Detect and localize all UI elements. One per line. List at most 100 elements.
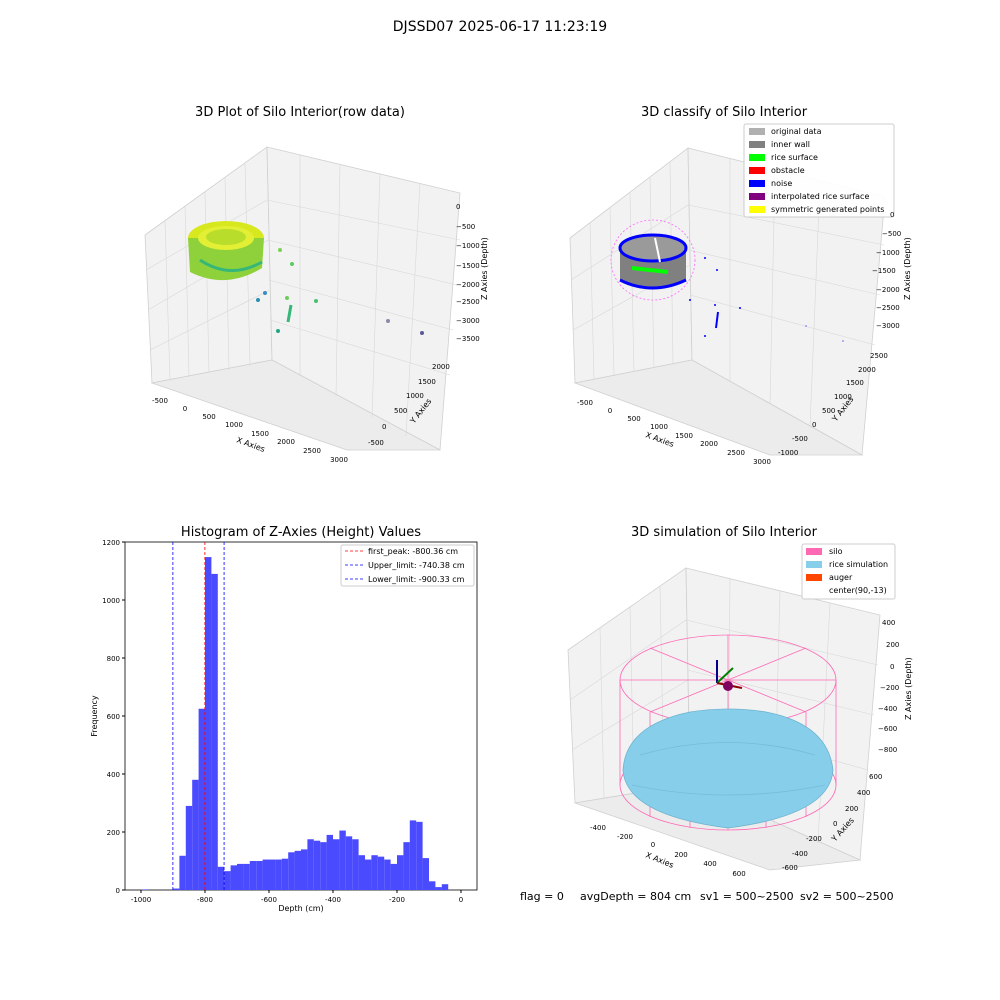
panel-simulation-ztick: −600: [878, 725, 897, 733]
panel-raw-ztick: −3500: [456, 335, 480, 343]
histogram-bars: [141, 557, 449, 890]
panel-raw-xtick: 1500: [251, 430, 269, 438]
histogram-bar: [365, 859, 372, 890]
panel-classify-xtick: 1500: [675, 432, 693, 440]
histogram-ytick-label: 400: [107, 771, 120, 779]
panel-raw-ztick: 0: [456, 203, 460, 211]
histogram-bar: [179, 855, 186, 890]
histogram-bar: [333, 839, 340, 890]
panel-raw-ytick: 500: [394, 407, 407, 415]
panel-simulation-ytick: 0: [833, 820, 837, 828]
histogram-bar: [294, 850, 301, 890]
histogram-ytick-label: 600: [107, 713, 120, 721]
panel-raw-3d-plot: 3D Plot of Silo Interior(row data): [144, 105, 489, 464]
panel-raw-xtick: 3000: [330, 456, 348, 464]
panel-raw-ztick: −2500: [456, 298, 480, 306]
histogram-xtick-label: -600: [261, 896, 277, 904]
panel-simulation-ztick: −800: [878, 746, 897, 754]
panel-classify-ztick: −1500: [872, 267, 896, 275]
histogram-bar: [141, 889, 148, 890]
panel-raw-ztick: −1000: [456, 242, 480, 250]
legend-swatch-inner-wall: [749, 141, 765, 148]
legend-swatch-original-data: [749, 128, 765, 135]
panel-classify-zlabel: Z Axies (Depth): [903, 237, 912, 300]
panel-simulation-ytick: -400: [792, 850, 808, 858]
histogram-xtick-label: -200: [389, 896, 405, 904]
histogram-bar: [230, 865, 237, 890]
panel-simulation-zlabel: Z Axies (Depth): [904, 657, 913, 720]
panel-raw-ztick: −500: [456, 223, 475, 231]
histogram-bar: [429, 881, 436, 890]
histogram-bar: [403, 842, 410, 890]
histogram-bar: [262, 859, 269, 890]
legend-swatch-rice-surface: [749, 154, 765, 161]
panel-classify-ytick: 0: [812, 421, 816, 429]
panel-classify-ytick: 1000: [834, 393, 852, 401]
legend-label-interpolated: interpolated rice surface: [771, 192, 869, 201]
legend-label-rice-simulation: rice simulation: [829, 560, 888, 569]
histogram-bar: [435, 887, 442, 890]
panel-classify-axes-box: [569, 147, 886, 456]
panel-classify-xlabel: X Axies: [644, 430, 675, 449]
panel-raw-zlabel: Z Axies (Depth): [480, 237, 489, 300]
histogram-yticks: 0 200 400 600 800 1000 1200: [102, 539, 125, 895]
histogram-bar: [217, 866, 225, 890]
legend-label-upper-limit: Upper_limit: -740.38 cm: [368, 561, 465, 570]
legend-swatch-symmetric: [749, 206, 765, 213]
histogram-ref-lines: [172, 542, 225, 890]
legend-swatch-obstacle: [749, 167, 765, 174]
legend-swatch-silo: [806, 548, 822, 555]
panel-simulation-ytick: 200: [845, 805, 858, 813]
histogram-bar: [422, 858, 429, 890]
panel-raw-ytick: 2000: [432, 363, 450, 371]
histogram-xtick-label: -1000: [131, 896, 151, 904]
panel-simulation-xtick: 400: [703, 860, 716, 868]
panel-classify-ytick: -1000: [778, 449, 798, 457]
histogram-xlabel: Depth (cm): [278, 904, 323, 913]
legend-swatch-interpolated: [749, 193, 765, 200]
histogram-xtick-label: -400: [325, 896, 341, 904]
auger-center-marker: [716, 660, 743, 691]
panel-classify-xtick: 500: [627, 415, 640, 423]
panel-classify-xtick: 2000: [700, 440, 718, 448]
histogram-bar: [173, 888, 180, 890]
histogram-xtick-label: -800: [197, 896, 213, 904]
histogram-bar: [409, 820, 417, 890]
legend-label-noise: noise: [771, 179, 792, 188]
panel-raw-point-cloud: [188, 221, 424, 335]
histogram-bar: [185, 805, 193, 890]
panel-raw-xtick: 2000: [277, 438, 295, 446]
legend-swatch-noise: [749, 180, 765, 187]
histogram-bar: [390, 863, 397, 890]
histogram-title: Histogram of Z-Axies (Height) Values: [181, 525, 421, 540]
histogram-ytick-label: 200: [107, 829, 120, 837]
panel-classify-ytick: -500: [792, 435, 808, 443]
histogram-bar: [358, 855, 365, 890]
legend-swatch-rice-simulation: [806, 561, 822, 568]
histogram-bar: [416, 821, 423, 890]
histogram-ylabel: Frequency: [90, 695, 99, 737]
histogram-bar: [211, 573, 218, 890]
histogram-bar: [313, 840, 321, 890]
panel-simulation-ztick: −400: [878, 705, 897, 713]
panel-classify-ytick: 500: [822, 407, 835, 415]
legend-label-first-peak: first_peak: -800.36 cm: [368, 547, 458, 556]
panel-simulation-3d-plot: 3D simulation of Silo Interior: [567, 525, 913, 878]
histogram-bar: [224, 871, 231, 890]
panel-simulation-ztick: −200: [880, 684, 899, 692]
status-sv2: sv2 = 500~2500: [800, 890, 894, 903]
legend-swatch-auger: [806, 574, 822, 581]
histogram-bar: [397, 855, 404, 890]
panel-simulation-xtick: 600: [732, 870, 745, 878]
panel-simulation-ztick: 400: [882, 619, 895, 627]
histogram-bar: [288, 852, 295, 890]
legend-label-inner-wall: inner wall: [771, 140, 810, 149]
panel-classify-xtick: 3000: [753, 458, 771, 466]
panel-classify-ztick: 0: [890, 211, 894, 219]
histogram-ytick-label: 1200: [102, 539, 120, 547]
histogram-bar: [249, 861, 257, 890]
legend-label-lower-limit: Lower_limit: -900.33 cm: [368, 575, 465, 584]
status-avg-depth: avgDepth = 804 cm: [580, 890, 691, 903]
panel-classify-3d-plot: 3D classify of Silo Interior: [569, 105, 912, 466]
panel-raw-xtick: 2500: [303, 447, 321, 455]
